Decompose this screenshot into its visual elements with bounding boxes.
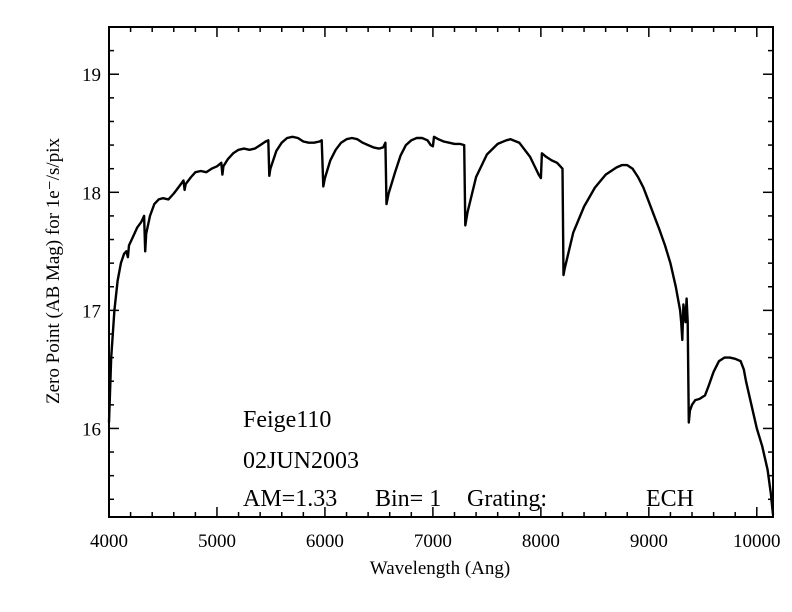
x-tick-label: 7000 bbox=[414, 531, 452, 552]
y-tick-label: 16 bbox=[82, 419, 101, 440]
series-layer bbox=[107, 135, 775, 515]
x-tick-label: 8000 bbox=[522, 531, 560, 552]
x-axis-title: Wavelength (Ang) bbox=[370, 558, 510, 579]
x-tick-label: 6000 bbox=[306, 531, 344, 552]
annotation-grating-value: ECH bbox=[646, 486, 694, 512]
plot-frame bbox=[108, 26, 774, 518]
y-tick-label: 18 bbox=[82, 183, 101, 204]
y-tick-label: 17 bbox=[82, 301, 101, 322]
zero-point-curve bbox=[107, 135, 775, 515]
tick-labels: 4000 5000 6000 7000 8000 9000 10000 16 17 18 19 bbox=[82, 65, 781, 552]
y-axis-title: Zero Point (AB Mag) for 1e⁻/s/pix bbox=[43, 138, 64, 404]
axis-ticks bbox=[108, 26, 773, 517]
annotation-date: 02JUN2003 bbox=[243, 448, 359, 474]
x-tick-label: 9000 bbox=[630, 531, 668, 552]
x-tick-label: 4000 bbox=[90, 531, 128, 552]
x-tick-label: 5000 bbox=[198, 531, 236, 552]
annotation-star-name: Feige110 bbox=[243, 407, 331, 433]
annotation-grating: Grating: bbox=[467, 486, 547, 512]
y-tick-label: 19 bbox=[82, 65, 101, 86]
annotation-bin: Bin= 1 bbox=[375, 486, 441, 512]
annotation-airmass: AM=1.33 bbox=[243, 486, 337, 512]
x-tick-label: 10000 bbox=[733, 531, 781, 552]
